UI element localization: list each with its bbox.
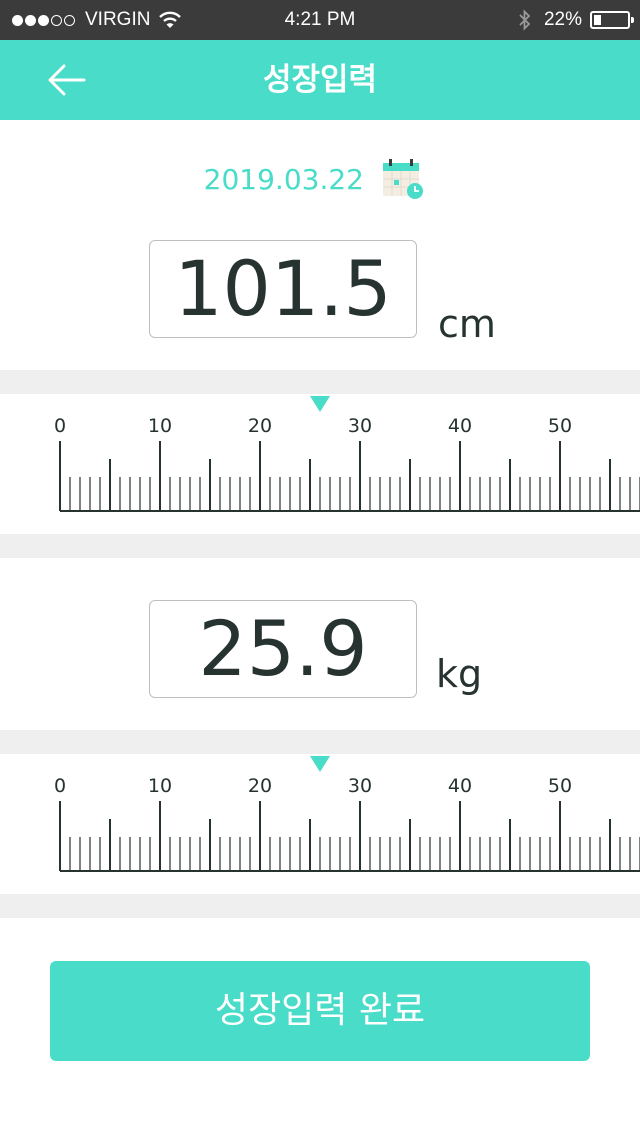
signal-strength-icon (12, 14, 77, 26)
battery-icon (590, 11, 634, 29)
calendar-icon (383, 159, 423, 199)
wifi-icon (159, 11, 182, 28)
battery-fill (594, 15, 601, 25)
ruler-indicator-icon (310, 756, 330, 772)
ruler-label: 20 (248, 415, 272, 437)
ruler-label: 10 (148, 775, 172, 797)
date-row: 2019.03.22 (0, 150, 640, 206)
ruler-label: 0 (54, 775, 66, 797)
back-button[interactable] (38, 56, 94, 104)
weight-ruler[interactable]: 0 10 20 30 40 50 (0, 754, 640, 894)
ruler-label: 40 (448, 415, 472, 437)
divider (0, 730, 640, 754)
ruler-label: 10 (148, 415, 172, 437)
header-bar: 성장입력 (0, 40, 640, 120)
signal-dot (25, 14, 36, 26)
ruler-indicator-icon (310, 396, 330, 412)
height-value-box[interactable]: 101.5 (149, 240, 417, 338)
ruler-label: 50 (548, 775, 572, 797)
ruler-label: 30 (348, 415, 372, 437)
weight-unit: kg (436, 652, 483, 696)
signal-dot (38, 14, 49, 26)
status-bar: VIRGIN 4:21 PM 22% (0, 0, 640, 40)
signal-dot (51, 14, 62, 26)
bluetooth-icon (519, 9, 531, 31)
divider (0, 370, 640, 394)
carrier-name: VIRGIN (85, 9, 151, 30)
complete-input-button[interactable]: 성장입력 완료 (50, 961, 590, 1061)
height-unit: cm (438, 302, 496, 346)
battery-percent: 22% (543, 9, 582, 30)
signal-dot (64, 14, 75, 26)
ruler-label: 0 (54, 415, 66, 437)
weight-value-box[interactable]: 25.9 (149, 600, 417, 698)
page-title: 성장입력 (262, 62, 378, 98)
status-left: VIRGIN (12, 0, 182, 40)
divider (0, 534, 640, 558)
date-text[interactable]: 2019.03.22 (203, 163, 364, 196)
ruler-label: 20 (248, 775, 272, 797)
ruler-label: 40 (448, 775, 472, 797)
ruler-label: 50 (548, 415, 572, 437)
signal-dot (12, 14, 23, 26)
height-ruler-scale: 0 10 20 30 40 50 (54, 396, 640, 512)
calendar-button[interactable] (382, 158, 424, 200)
status-right: 22% (518, 0, 634, 40)
weight-ruler-scale: 0 10 20 30 40 50 (54, 756, 640, 872)
arrow-left-icon (48, 64, 86, 96)
divider (0, 894, 640, 918)
height-ruler[interactable]: 0 10 20 30 40 50 (0, 394, 640, 534)
ruler-label: 30 (348, 775, 372, 797)
